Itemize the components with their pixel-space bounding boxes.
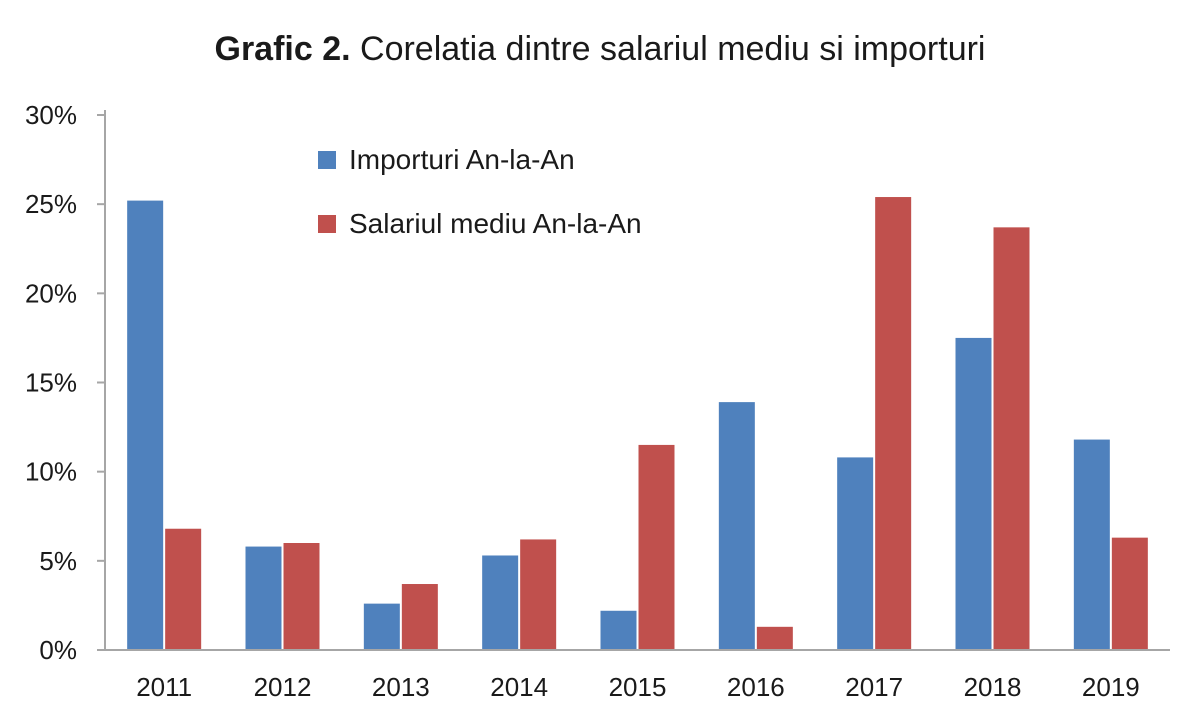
bar-importuri-2019 bbox=[1073, 439, 1110, 650]
x-tick-label: 2016 bbox=[727, 672, 785, 702]
x-tick-label: 2012 bbox=[254, 672, 312, 702]
y-axis-ticks: 0% 5% 10% 15% 20% 25% 30% bbox=[25, 100, 105, 665]
bar-salariul-2016 bbox=[756, 626, 793, 650]
legend-label: Salariul mediu An-la-An bbox=[349, 208, 642, 239]
bars bbox=[127, 197, 1148, 651]
chart-title-bold: Grafic 2. bbox=[215, 30, 351, 68]
x-tick-label: 2018 bbox=[964, 672, 1022, 702]
x-tick-label: 2015 bbox=[609, 672, 667, 702]
y-tick-label: 15% bbox=[25, 368, 77, 398]
bar-importuri-2012 bbox=[245, 546, 282, 650]
bar-salariul-2015 bbox=[638, 444, 675, 650]
x-tick-label: 2017 bbox=[845, 672, 903, 702]
bar-importuri-2015 bbox=[600, 610, 637, 650]
y-tick-label: 30% bbox=[25, 100, 77, 130]
bar-salariul-2014 bbox=[520, 539, 557, 650]
y-tick-label: 20% bbox=[25, 278, 77, 308]
x-tick-label: 2014 bbox=[490, 672, 548, 702]
legend-label: Importuri An-la-An bbox=[349, 144, 575, 175]
bar-importuri-2018 bbox=[955, 337, 992, 650]
legend-swatch bbox=[318, 151, 336, 169]
chart-title-rest: Corelatia dintre salariul mediu si impor… bbox=[351, 30, 986, 68]
y-tick-label: 0% bbox=[39, 635, 77, 665]
x-tick-label: 2013 bbox=[372, 672, 430, 702]
bar-importuri-2016 bbox=[718, 402, 755, 650]
legend-swatch bbox=[318, 215, 336, 233]
y-tick-label: 25% bbox=[25, 189, 77, 219]
bar-salariul-2018 bbox=[993, 227, 1030, 650]
bar-importuri-2011 bbox=[127, 200, 164, 650]
x-tick-label: 2011 bbox=[136, 672, 192, 702]
bar-importuri-2014 bbox=[482, 555, 519, 650]
bar-importuri-2017 bbox=[837, 457, 874, 650]
legend: Importuri An-la-An Salariul mediu An-la-A… bbox=[318, 144, 642, 239]
bar-salariul-2017 bbox=[875, 197, 912, 651]
y-tick-label: 10% bbox=[25, 457, 77, 487]
x-axis-ticks: 2011 2012 2013 2014 2015 2016 2017 2018 2019 bbox=[136, 672, 1140, 702]
bar-salariul-2013 bbox=[401, 584, 438, 650]
y-tick-label: 5% bbox=[39, 546, 77, 576]
bar-salariul-2011 bbox=[165, 528, 202, 650]
bar-salariul-2012 bbox=[283, 543, 320, 650]
chart-title: Grafic 2. Corelatia dintre salariul medi… bbox=[215, 30, 986, 68]
bar-salariul-2019 bbox=[1111, 537, 1148, 650]
x-tick-label: 2019 bbox=[1082, 672, 1140, 702]
bar-importuri-2013 bbox=[363, 603, 400, 650]
